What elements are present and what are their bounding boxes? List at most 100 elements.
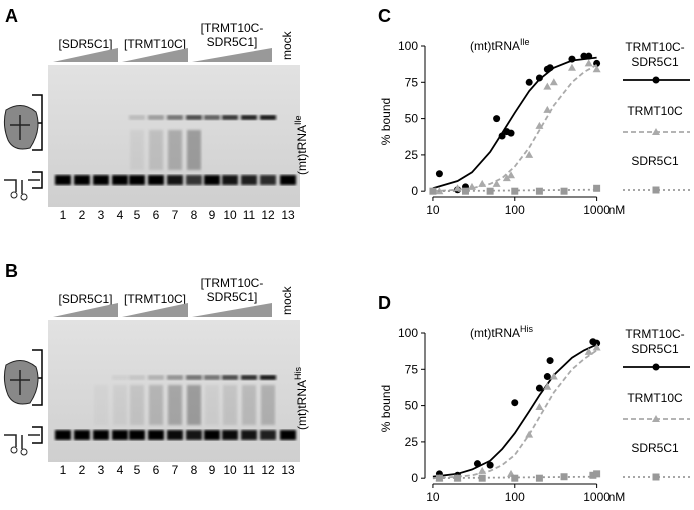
data-point: [546, 357, 554, 365]
data-point: [535, 187, 543, 195]
chart-title: (mt)tRNAIle: [470, 37, 530, 53]
complex-band: [241, 115, 257, 120]
lane-number: 3: [98, 463, 105, 477]
complex-band: [260, 115, 276, 120]
data-point: [525, 430, 534, 438]
x-tick-label: 10: [426, 203, 440, 217]
complex-band: [241, 375, 257, 380]
concentration-wedge: [53, 303, 118, 317]
lane-number: 7: [172, 208, 179, 222]
complex-band: [148, 115, 164, 120]
lane-number: 2: [79, 463, 86, 477]
trna-loop: [20, 448, 28, 456]
complex-band: [260, 375, 276, 380]
group-label: [TRMT10C-SDR5C1]: [201, 21, 264, 49]
legend-label: TRMT10C-SDR5C1: [625, 327, 684, 356]
complex-band: [222, 375, 238, 380]
lane-number: 10: [223, 463, 237, 477]
lane-number: 3: [98, 208, 105, 222]
lane-number: 2: [79, 208, 86, 222]
complex-band: [167, 375, 183, 380]
group-label: [SDR5C1]: [58, 292, 112, 306]
free-band: [204, 430, 220, 440]
x-tick-label: 10: [426, 490, 440, 504]
legend-marker: [652, 473, 660, 481]
free-band: [186, 430, 202, 440]
panel-label: D: [378, 293, 391, 313]
free-band: [280, 175, 296, 185]
free-band: [148, 430, 164, 440]
lane-number: 4: [117, 208, 124, 222]
title-name: (mt)tRNA: [470, 39, 520, 53]
fit-curve: [432, 56, 597, 190]
data-point: [584, 59, 593, 67]
complex-band: [129, 115, 145, 120]
bracket: [32, 426, 43, 444]
free-band: [74, 175, 90, 185]
lane-number: 12: [261, 463, 275, 477]
title-name: (mt)tRNA: [470, 326, 520, 340]
data-point: [453, 184, 462, 192]
data-point: [435, 170, 443, 178]
complex-band: [167, 115, 183, 120]
fit-curve: [432, 349, 598, 480]
data-point: [507, 171, 516, 179]
rna-label: (mt)tRNAIle: [293, 115, 309, 175]
data-point: [473, 460, 481, 468]
lane-number: 7: [172, 463, 179, 477]
x-unit: nM: [609, 490, 626, 504]
smear: [187, 130, 201, 170]
smear: [149, 130, 163, 170]
data-point: [535, 384, 543, 392]
title-superscript: His: [520, 324, 533, 334]
data-point: [535, 74, 543, 82]
mock-label: mock: [280, 285, 294, 315]
free-band: [260, 430, 276, 440]
y-tick-label: 50: [405, 112, 419, 126]
y-tick-label: 25: [405, 435, 419, 449]
free-band: [93, 175, 109, 185]
data-point: [560, 187, 568, 195]
lane-number: 4: [117, 463, 124, 477]
rna-superscript: Ile: [293, 115, 303, 125]
data-point: [592, 65, 601, 73]
legend-label: SDR5C1: [631, 154, 679, 168]
lane-number: 11: [243, 463, 256, 477]
rna-name: (mt)tRNA: [295, 380, 309, 430]
trna-loop: [10, 446, 18, 454]
data-point: [549, 78, 558, 86]
free-band: [167, 175, 183, 185]
free-band: [129, 175, 145, 185]
legend-label: TRMT10C-SDR5C1: [625, 40, 684, 69]
data-point: [593, 470, 601, 478]
smear: [94, 385, 108, 425]
data-point: [549, 372, 558, 380]
concentration-wedge: [122, 48, 188, 62]
chart-title: (mt)tRNAHis: [470, 324, 533, 340]
x-tick-label: 100: [505, 203, 525, 217]
data-point: [507, 129, 515, 137]
complex-band: [186, 115, 202, 120]
y-axis-label: % bound: [379, 385, 393, 432]
data-point: [592, 343, 601, 351]
legend-label: TRMT10C: [627, 104, 683, 118]
legend-marker: [652, 128, 660, 135]
smear: [130, 130, 144, 170]
free-band: [129, 430, 145, 440]
free-band: [112, 175, 128, 185]
legend-label: TRMT10C: [627, 391, 683, 405]
data-point: [560, 473, 568, 481]
data-point: [535, 121, 544, 129]
smear: [168, 130, 182, 170]
data-point: [478, 466, 487, 474]
data-point: [546, 64, 554, 72]
panel-label: B: [5, 261, 18, 281]
lane-number: 8: [191, 463, 198, 477]
x-tick-label: 1000: [583, 490, 610, 504]
data-point: [461, 187, 469, 195]
legend-marker: [652, 415, 660, 422]
fit-curve: [432, 343, 597, 478]
trna-icon: [4, 115, 40, 194]
lane-number: 12: [261, 208, 275, 222]
